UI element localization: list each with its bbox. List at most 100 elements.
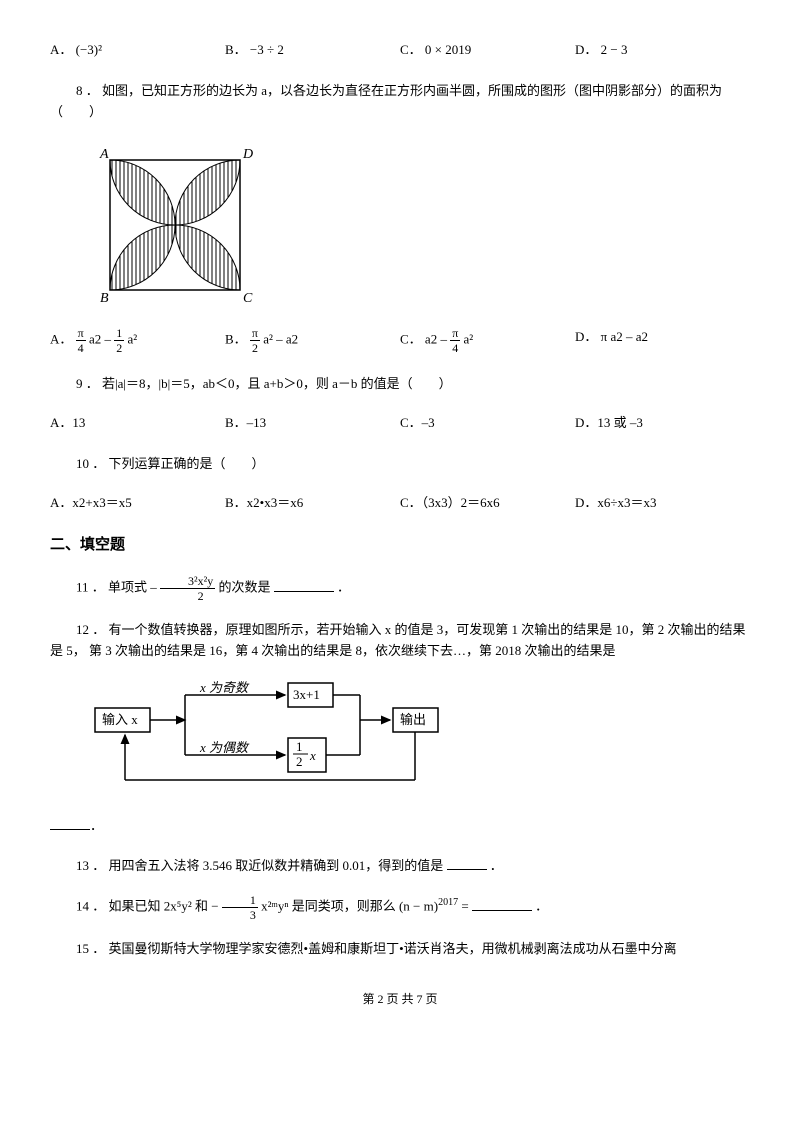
q9-body: 若|a|＝8，|b|＝5，ab＜0，且 a+b＞0，则 a－b 的值是（ ） [102,376,452,391]
neg: − [211,899,218,914]
num: 1 [222,894,258,908]
q7-choices: A． (−3)² B． −3 ÷ 2 C． 0 × 2019 D． 2 − 3 [50,40,750,61]
den: 4 [76,341,86,354]
q15-num: 15 ． [76,941,105,956]
q11-num: 11 ． [76,580,105,595]
q15: 15 ． 英国曼彻斯特大学物理学家安德烈•盖姆和康斯坦丁•诺沃肖洛夫，用微机械剥… [50,939,750,960]
num: π [450,327,460,341]
period: ． [337,580,350,595]
txt: a² [464,332,474,347]
den: 2 [114,341,124,354]
q12-body: 有一个数值转换器，原理如图所示，若开始输入 x 的值是 3，可发现第 1 次输出… [50,622,746,658]
q10-text: 10 ． 下列运算正确的是（ ） [50,454,750,475]
label: C． [400,332,422,347]
q15-body: 英国曼彻斯特大学物理学家安德烈•盖姆和康斯坦丁•诺沃肖洛夫，用微机械剥离法成功从… [109,941,677,956]
paren: (n − m) [399,899,438,914]
exp: 2017 [438,898,458,909]
label-b: B [100,291,109,306]
mid: 是同类项，则那么 [292,899,399,914]
label: B． [225,42,247,57]
blank [274,577,334,592]
q8-text: 8 ． 如图，已知正方形的边长为 a，以各边长为直径在正方形内画半圆，所围成的图… [50,81,750,123]
label-c: C [243,291,253,306]
txt: a² [263,332,273,347]
q7-choice-d: D． 2 − 3 [575,40,750,61]
q8-body: 如图，已知正方形的边长为 a，以各边长为直径在正方形内画半圆，所围成的图形（图中… [50,83,722,119]
q8-choices: A． π4 a2 – 12 a² B． π2 a² – a2 C． a2 – π… [50,327,750,354]
q12: 12 ． 有一个数值转换器，原理如图所示，若开始输入 x 的值是 3，可发现第 … [50,620,750,662]
q9-choice-b: B．–13 [225,413,400,434]
q7-choice-c: C． 0 × 2019 [400,40,575,61]
q12-figure: 输入 x x 为奇数 3x+1 x 为偶数 1 2 x 输出 [90,680,750,797]
label: D． [575,42,597,57]
num: π [76,327,86,341]
q10-body: 下列运算正确的是（ ） [109,456,265,471]
expr: 0 × 2019 [425,42,471,57]
txt: a² [127,332,137,347]
blank [472,896,532,911]
expr: −3 ÷ 2 [250,42,284,57]
period: ． [535,899,548,914]
q10-choices: A．x2+x3＝x5 B．x2•x3＝x6 C．（3x3）2＝6x6 D．x6÷… [50,493,750,514]
txt: a2 – [89,332,111,347]
svg-text:输出: 输出 [400,712,426,727]
den: 2 [160,589,215,602]
num: 3²x²y [160,575,215,589]
q10-choice-c: C．（3x3）2＝6x6 [400,493,575,514]
label: B． [225,332,247,347]
q11-prefix: 单项式 – [108,580,157,595]
q8-figure: A D B C [90,140,750,317]
label: D． [575,329,597,344]
txt: – a2 [276,332,298,347]
num: 1 [114,327,124,341]
svg-text:1: 1 [296,739,303,754]
expr: (−3)² [76,42,102,57]
svg-text:输入 x: 输入 x [102,712,138,727]
den: 4 [450,341,460,354]
label: C． [400,42,422,57]
svg-text:x 为奇数: x 为奇数 [199,680,250,695]
q9-num: 9 ． [76,376,99,391]
section-2-title: 二、填空题 [50,533,750,557]
svg-text:x 为偶数: x 为偶数 [199,740,250,755]
label: A． [50,332,72,347]
expr: 2 − 3 [601,42,628,57]
q10-num: 10 ． [76,456,105,471]
q13-body: 用四舍五入法将 3.546 取近似数并精确到 0.01，得到的值是 [109,858,444,873]
svg-text:3x+1: 3x+1 [293,687,320,702]
q9-choice-c: C．–3 [400,413,575,434]
den: 2 [250,341,260,354]
label-a: A [99,147,109,162]
q8-choice-a: A． π4 a2 – 12 a² [50,327,225,354]
q12-blank-line: ． [50,815,750,837]
blank [50,815,90,830]
q9-choices: A．13 B．–13 C．–3 D．13 或 –3 [50,413,750,434]
expr: π a2 – a2 [601,329,648,344]
q7-choice-b: B． −3 ÷ 2 [225,40,400,61]
q13-num: 13 ． [76,858,105,873]
q11-suffix: 的次数是 [219,580,271,595]
q14: 14 ． 如果已知 2x⁵y² 和 − 1 3 x²ᵐyⁿ 是同类项，则那么 (… [50,894,750,921]
txt: a2 – [425,332,447,347]
num: π [250,327,260,341]
q9-choice-a: A．13 [50,413,225,434]
q12-num: 12 ． [76,622,105,637]
period: ． [490,858,503,873]
blank [447,855,487,870]
prefix: 如果已知 [109,899,164,914]
equals: = [461,899,472,914]
q8-num: 8 ． [76,83,99,98]
term1: 2x⁵y² [164,899,192,914]
q7-choice-a: A． (−3)² [50,40,225,61]
label-d: D [242,147,253,162]
label: A． [50,42,72,57]
svg-text:x: x [309,748,316,763]
q8-choice-d: D． π a2 – a2 [575,327,750,354]
and: 和 [195,899,211,914]
q8-choice-b: B． π2 a² – a2 [225,327,400,354]
svg-text:2: 2 [296,754,303,769]
q10-choice-a: A．x2+x3＝x5 [50,493,225,514]
q11: 11 ． 单项式 – 3²x²y 2 的次数是 ． [50,575,750,602]
term2: x²ᵐyⁿ [261,899,288,914]
q10-choice-b: B．x2•x3＝x6 [225,493,400,514]
